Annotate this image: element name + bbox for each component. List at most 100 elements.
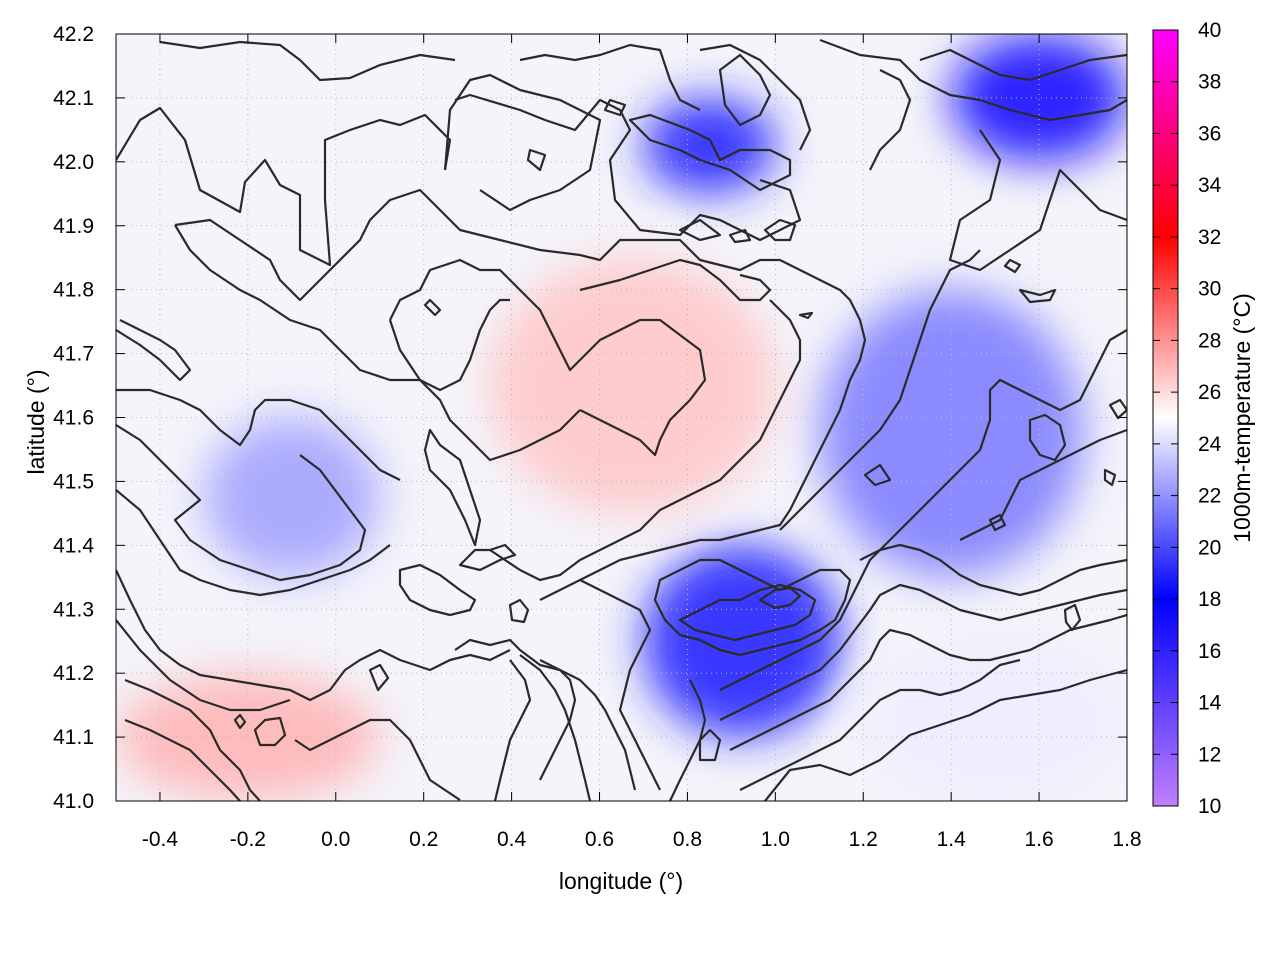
contour-line: [653, 558, 852, 657]
contour-line: [116, 619, 291, 712]
contour-line: [423, 428, 482, 547]
x-axis: -0.4 -0.2 0.0 0.2 0.4 0.6 0.8 1.0 1.2 1.4 1.6 1.8 l…: [142, 828, 1142, 894]
contour-line: [519, 43, 701, 111]
contour-line: [798, 311, 814, 320]
contour-line: [729, 613, 1127, 751]
contour-line: [603, 98, 627, 117]
x-tick-label: 0.8: [673, 828, 702, 851]
contour-line: [159, 40, 456, 82]
contour-line: [253, 716, 287, 747]
contour-line: [458, 543, 517, 572]
field-region: [489, 257, 776, 514]
colorbar-tick-label: 16: [1198, 640, 1221, 663]
contour-line: [294, 718, 461, 801]
contour-line: [423, 298, 442, 317]
colorbar-tick-label: 28: [1198, 329, 1221, 352]
field-region: [203, 417, 380, 578]
contour-line: [579, 258, 772, 302]
colorbar-tick-label: 30: [1198, 278, 1221, 301]
contour-line: [1028, 413, 1067, 462]
contour-line: [116, 424, 367, 582]
colorbar-ticks: [1153, 29, 1178, 807]
y-tick-label: 41.8: [53, 279, 94, 302]
contour-line: [368, 663, 390, 692]
contour-line: [1003, 258, 1022, 274]
contour-line: [443, 73, 602, 212]
y-tick-label: 41.6: [53, 407, 94, 430]
colorbar-tick-label: 26: [1198, 381, 1221, 404]
contour-line: [779, 249, 981, 531]
colorbar-tick-label: 32: [1198, 226, 1221, 249]
y-tick-label: 41.7: [53, 343, 94, 366]
y-tick-label: 41.3: [53, 598, 94, 621]
x-tick-label: 1.4: [937, 828, 967, 851]
contour-line: [124, 678, 261, 801]
contour-line: [398, 563, 477, 617]
colorbar-tick-label: 12: [1198, 743, 1221, 766]
field-region: [951, 34, 1127, 162]
x-tick-label: 0.6: [585, 828, 614, 851]
contour-line: [988, 513, 1007, 532]
contour-line: [1018, 288, 1057, 304]
contour-line: [454, 93, 802, 242]
contour-line: [859, 329, 1127, 561]
contour-line: [174, 224, 581, 462]
y-tick-label: 41.1: [53, 726, 94, 749]
colorbar-tick-label: 40: [1198, 19, 1221, 42]
contour-line: [819, 38, 1127, 122]
colorbar-tick-label: 22: [1198, 485, 1221, 508]
colorbar: 10 12 14 16 18 20 22 24 26 28 30 32 34 36 38 40 1000m-t…: [1152, 19, 1255, 818]
contour-line: [489, 299, 802, 582]
contour-line: [863, 463, 892, 487]
temperature-contours: [116, 38, 1127, 801]
plot-frame: [115, 33, 1128, 802]
contour-line: [233, 713, 247, 730]
colorbar-gradient: [1152, 29, 1179, 807]
y-tick-label: 41.9: [53, 215, 94, 238]
y-tick-labels: 41.0 41.1 41.2 41.3 41.4 41.5 41.6 41.7 41.8 41.9…: [53, 23, 94, 813]
contour-line: [116, 489, 391, 597]
contour-line: [678, 218, 722, 242]
contour-line: [764, 668, 1127, 801]
field-region: [863, 641, 1127, 801]
y-tick-label: 41.4: [53, 534, 94, 557]
x-tick-label: 1.6: [1024, 828, 1053, 851]
x-tick-labels: -0.4 -0.2 0.0 0.2 0.4 0.6 0.8 1.0 1.2 1.4 1.6 1.8: [142, 828, 1142, 851]
contour-line: [1103, 468, 1117, 487]
contour-line: [959, 428, 1127, 541]
y-tick-label: 41.2: [53, 662, 94, 685]
contour-line: [699, 43, 812, 151]
x-tick-label: 0.4: [497, 828, 527, 851]
x-axis-label: longitude (°): [559, 868, 683, 894]
contour-line: [539, 269, 867, 601]
contour-line: [174, 188, 801, 302]
x-tick-label: -0.2: [230, 828, 266, 851]
plot-area: [116, 34, 1127, 801]
y-axis: 41.0 41.1 41.2 41.3 41.4 41.5 41.6 41.7 41.8 41.9…: [23, 23, 94, 813]
contour-line: [948, 129, 1127, 272]
contour-line: [869, 69, 912, 171]
x-tick-label: 0.0: [321, 828, 350, 851]
contour-line: [116, 106, 452, 267]
y-tick-label: 41.5: [53, 470, 94, 493]
colorbar-tick-label: 24: [1198, 433, 1222, 456]
colorbar-tick-label: 34: [1198, 174, 1222, 197]
contour-line: [389, 258, 707, 457]
contour-line: [116, 319, 192, 382]
field-region: [643, 545, 842, 738]
y-tick-label: 41.0: [53, 790, 94, 813]
field-region: [643, 97, 776, 194]
contour-line: [388, 298, 510, 392]
colorbar-label: 1000m-temperature (°C): [1229, 293, 1255, 543]
colorbar-tick-label: 38: [1198, 71, 1221, 94]
contour-line: [1108, 398, 1127, 420]
field-region: [819, 289, 1084, 578]
y-tick-label: 42.2: [53, 23, 94, 46]
colorbar-tick-labels: 10 12 14 16 18 20 22 24 26 28 30 32 34 36 38 40: [1198, 19, 1222, 818]
x-tick-label: 1.0: [761, 828, 790, 851]
contour-line: [719, 583, 1127, 721]
contour-line: [763, 218, 797, 242]
contour-line: [579, 579, 661, 791]
x-tick-label: 1.2: [849, 828, 878, 851]
